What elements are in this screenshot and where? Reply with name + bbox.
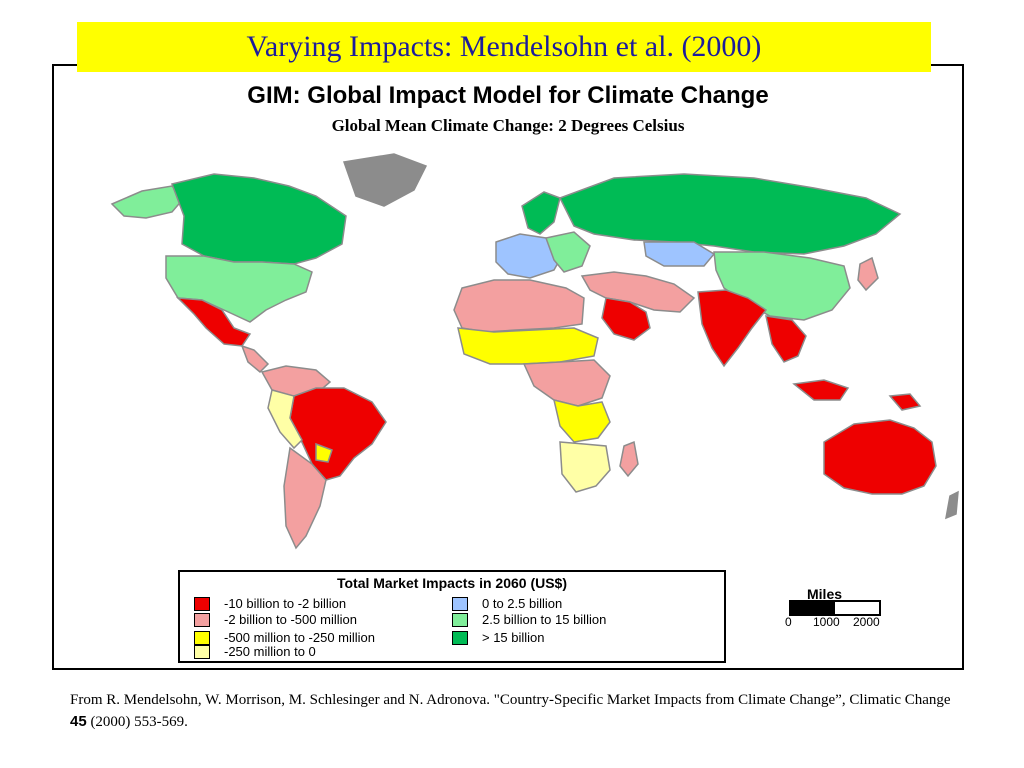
legend-item: -250 million to 0 <box>194 644 316 659</box>
legend-label: -10 billion to -2 billion <box>224 596 347 611</box>
scale-tick: 2000 <box>853 615 880 629</box>
region-united-states <box>165 255 313 323</box>
scale-bar: Miles 0 1000 2000 <box>785 586 949 646</box>
legend-label: -2 billion to -500 million <box>224 612 357 627</box>
legend-swatch <box>194 644 210 659</box>
region-peru-bolivia <box>267 389 303 450</box>
citation-volume: 45 <box>70 713 87 730</box>
legend-label: 2.5 billion to 15 billion <box>482 612 607 627</box>
legend-swatch <box>194 630 210 645</box>
region-central-africa <box>522 359 611 407</box>
map-panel: GIM: Global Impact Model for Climate Cha… <box>52 64 964 670</box>
legend-item: -10 billion to -2 billion <box>194 596 346 611</box>
region-alaska <box>110 185 186 219</box>
legend-label: 0 to 2.5 billion <box>482 596 563 611</box>
region-scandinavia <box>521 191 561 235</box>
citation: From R. Mendelsohn, W. Morrison, M. Schl… <box>70 690 970 733</box>
legend-label: > 15 billion <box>482 630 545 645</box>
scale-bar-graphic <box>789 600 881 616</box>
legend-swatch <box>194 596 210 611</box>
region-canada <box>170 173 347 265</box>
region-argentina-chile <box>283 446 327 550</box>
region-new-zealand <box>945 490 959 520</box>
scale-segment-dark <box>791 602 835 614</box>
legend-item: -500 million to -250 million <box>194 630 375 645</box>
legend-item: 2.5 billion to 15 billion <box>452 612 606 627</box>
scale-title: Miles <box>807 586 843 602</box>
region-paraguay <box>315 442 333 463</box>
region-mexico <box>176 297 252 347</box>
legend-swatch <box>452 630 468 645</box>
region-japan <box>857 256 879 292</box>
slide-title: Varying Impacts: Mendelsohn et al. (2000… <box>77 22 931 72</box>
map-heading: GIM: Global Impact Model for Climate Cha… <box>247 82 769 109</box>
region-new-guinea <box>888 393 922 411</box>
map-subheading: Global Mean Climate Change: 2 Degrees Ce… <box>331 116 685 135</box>
legend-item: 0 to 2.5 billion <box>452 596 562 611</box>
region-indonesia <box>792 379 850 401</box>
citation-text: From R. Mendelsohn, W. Morrison, M. Schl… <box>70 692 951 708</box>
map-legend: Total Market Impacts in 2060 (US$) -10 b… <box>178 570 726 663</box>
scale-tick: 0 <box>785 615 792 629</box>
scale-segment-light <box>835 602 879 614</box>
legend-swatch <box>452 612 468 627</box>
region-eastern-europe <box>545 231 591 273</box>
world-map <box>110 153 959 550</box>
region-east-africa <box>552 398 611 443</box>
region-kazakhstan <box>643 241 716 267</box>
citation-pages: (2000) 553-569. <box>86 714 188 730</box>
region-australia <box>823 419 937 495</box>
region-madagascar <box>619 440 639 478</box>
region-middle-east <box>580 271 696 313</box>
legend-item: -2 billion to -500 million <box>194 612 357 627</box>
legend-swatch <box>452 596 468 611</box>
region-sahel <box>457 327 599 365</box>
legend-title: Total Market Impacts in 2060 (US$) <box>336 575 568 591</box>
scale-tick: 1000 <box>813 615 840 629</box>
region-central-america <box>240 344 270 374</box>
region-southeast-asia <box>765 315 807 363</box>
region-russia <box>558 173 902 255</box>
region-southern-africa <box>559 441 611 493</box>
legend-label: -500 million to -250 million <box>224 630 376 645</box>
legend-label: -250 million to 0 <box>224 644 316 659</box>
region-western-europe <box>495 233 565 279</box>
region-saudi-arabia <box>601 297 651 341</box>
region-north-africa <box>453 279 585 333</box>
legend-swatch <box>194 612 210 627</box>
legend-item: > 15 billion <box>452 630 545 645</box>
region-india <box>697 289 768 368</box>
region-greenland <box>342 153 428 207</box>
